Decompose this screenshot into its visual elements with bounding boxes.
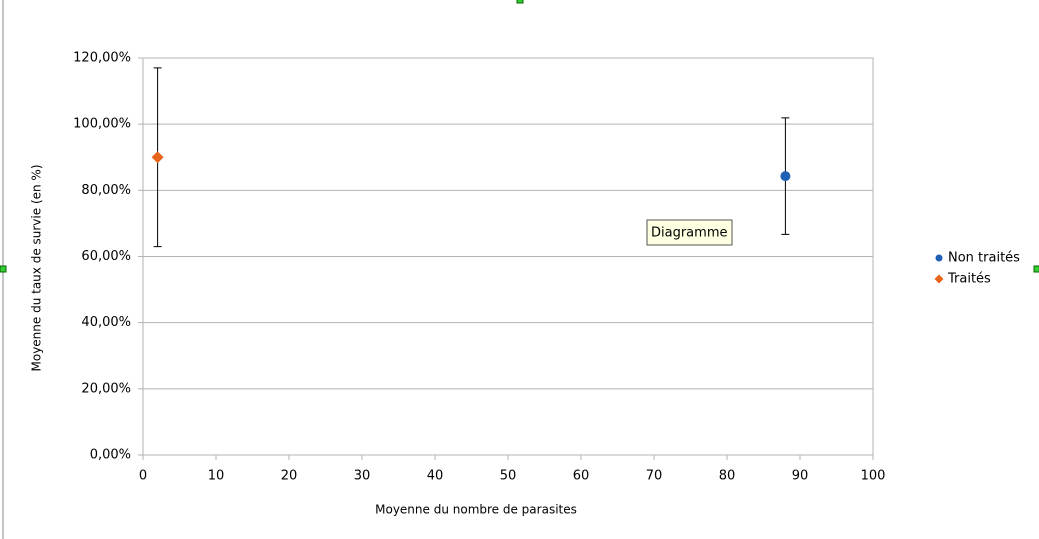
- plot-area: [142, 57, 874, 456]
- legend-marker: [934, 274, 944, 284]
- selection-handle: [516, 0, 524, 4]
- legend-label: Non traités: [948, 251, 1020, 266]
- x-tick-label: 90: [792, 469, 809, 484]
- y-tick-label: 60,00%: [81, 249, 131, 264]
- data-point: [151, 151, 164, 164]
- selection-handle: [0, 265, 7, 273]
- x-tick-label: 100: [861, 469, 886, 484]
- y-tick-label: 120,00%: [73, 51, 131, 66]
- y-tick-label: 80,00%: [81, 183, 131, 198]
- x-tick-label: 50: [500, 469, 517, 484]
- tooltip: Diagramme: [651, 226, 727, 241]
- y-tick-label: 0,00%: [90, 448, 131, 463]
- x-tick-label: 70: [646, 469, 663, 484]
- x-tick-label: 40: [427, 469, 444, 484]
- legend-marker: [935, 254, 943, 262]
- y-tick-label: 100,00%: [73, 117, 131, 132]
- x-axis-title: Moyenne du nombre de parasites: [375, 503, 577, 517]
- x-tick-label: 30: [354, 469, 371, 484]
- x-tick-label: 10: [208, 469, 225, 484]
- x-tick-label: 60: [573, 469, 590, 484]
- y-tick-label: 20,00%: [81, 381, 131, 396]
- y-axis-title: Moyenne du taux de survie (en %): [30, 164, 44, 371]
- x-tick-label: 0: [139, 469, 147, 484]
- legend-label: Traités: [947, 272, 991, 287]
- x-tick-label: 20: [281, 469, 298, 484]
- x-tick-label: 80: [719, 469, 736, 484]
- selection-handle: [1033, 265, 1039, 273]
- data-point: [780, 171, 791, 182]
- y-tick-label: 40,00%: [81, 315, 131, 330]
- tooltip-box: [646, 219, 733, 246]
